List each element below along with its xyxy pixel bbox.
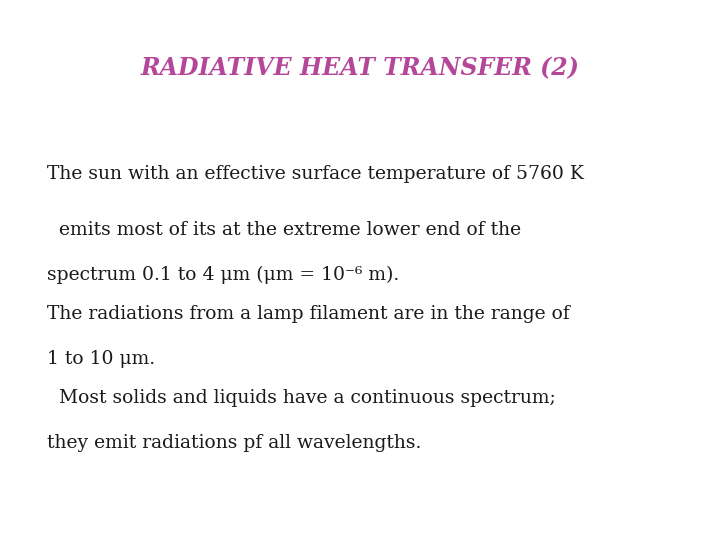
Text: The radiations from a lamp filament are in the range of: The radiations from a lamp filament are …	[47, 305, 570, 323]
Text: they emit radiations pf all wavelengths.: they emit radiations pf all wavelengths.	[47, 434, 421, 451]
Text: emits most of its at the extreme lower end of the: emits most of its at the extreme lower e…	[47, 221, 521, 239]
Text: RADIATIVE HEAT TRANSFER (2): RADIATIVE HEAT TRANSFER (2)	[140, 57, 580, 80]
Text: spectrum 0.1 to 4 μm (μm = 10⁻⁶ m).: spectrum 0.1 to 4 μm (μm = 10⁻⁶ m).	[47, 266, 399, 285]
Text: Most solids and liquids have a continuous spectrum;: Most solids and liquids have a continuou…	[47, 389, 556, 407]
Text: The sun with an effective surface temperature of 5760 K: The sun with an effective surface temper…	[47, 165, 584, 183]
Text: 1 to 10 μm.: 1 to 10 μm.	[47, 350, 155, 368]
